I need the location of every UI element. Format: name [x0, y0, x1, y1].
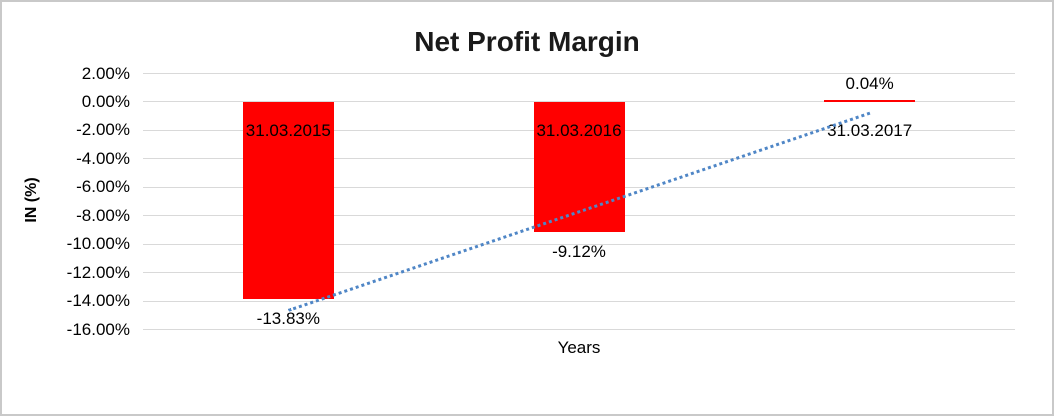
bar	[242, 101, 334, 299]
gridline	[143, 243, 1015, 245]
value-label: -9.12%	[552, 241, 606, 261]
y-tick-label: -6.00%	[76, 177, 130, 197]
y-tick-label: -4.00%	[76, 148, 130, 168]
y-tick-label: -16.00%	[66, 319, 130, 339]
category-label: 31.03.2017	[827, 120, 913, 140]
gridline	[143, 73, 1015, 74]
bar	[824, 99, 916, 102]
y-tick-label: -2.00%	[76, 120, 130, 140]
category-label: 31.03.2015	[245, 120, 331, 140]
category-label: 31.03.2016	[536, 120, 622, 140]
bar	[533, 101, 625, 232]
value-label: 0.04%	[845, 73, 894, 93]
gridline	[143, 329, 1015, 330]
y-tick-label: -14.00%	[66, 291, 130, 311]
value-label: -13.83%	[256, 308, 320, 328]
y-tick-label: -10.00%	[66, 234, 130, 254]
y-tick-label: 0.00%	[81, 91, 130, 111]
gridline	[143, 300, 1015, 302]
gridline	[143, 272, 1015, 274]
x-axis-title: Years	[557, 338, 601, 357]
y-tick-label: -8.00%	[76, 205, 130, 225]
y-tick-label: -12.00%	[66, 262, 130, 282]
y-tick-label: 2.00%	[81, 63, 130, 83]
chart-title: Net Profit Margin	[414, 26, 640, 57]
